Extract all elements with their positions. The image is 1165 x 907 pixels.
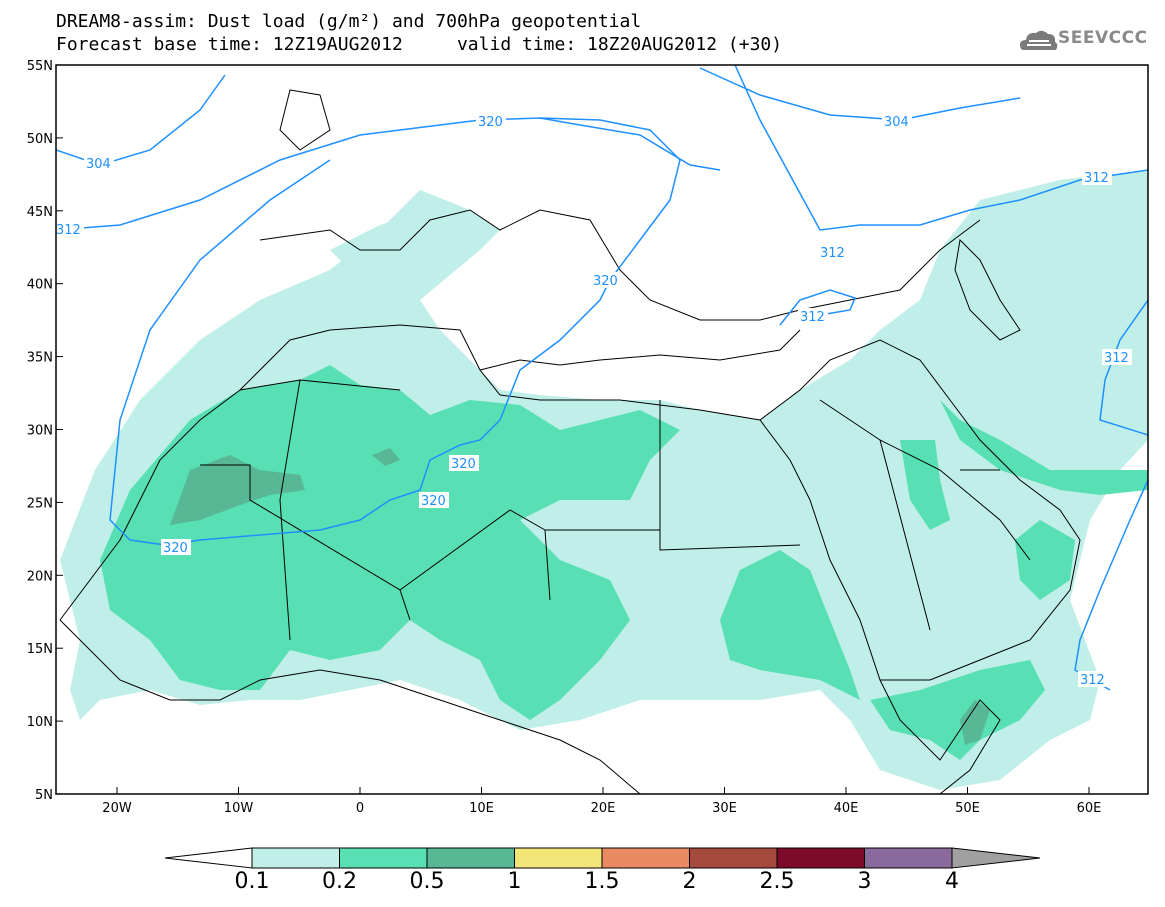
colorbar-label: 0.2 (322, 869, 357, 894)
lat-tick-label: 30N (27, 424, 53, 439)
contour-label: 320 (421, 494, 446, 509)
dust-area-light-north (330, 210, 440, 280)
lon-tick-label: 20W (102, 801, 132, 816)
colorbar-label: 0.1 (234, 869, 270, 894)
lon-tick-label: 50E (955, 801, 980, 816)
coastline-arabia (759, 339, 1081, 681)
coastline-africa-west (59, 619, 641, 794)
coastline-britain (279, 89, 331, 151)
dust-area-dark-2 (372, 448, 400, 466)
contour-312-west (56, 117, 721, 231)
border-middle-east (819, 399, 1031, 631)
contour-label: 320 (478, 115, 503, 130)
colorbar-swatch (689, 847, 778, 869)
contour-312-loop (779, 289, 857, 326)
dust-area-medium-oman (1015, 520, 1075, 600)
colorbar (164, 847, 1041, 869)
contour-312-east (734, 65, 1148, 231)
contour-304-east (699, 67, 1021, 121)
contour-320-main (164, 117, 681, 546)
coastline-caspian (954, 238, 1021, 341)
lat-tick-label: 15N (27, 642, 53, 657)
contour-label: 312 (1084, 171, 1109, 186)
lat-tick-label: 25N (27, 496, 53, 511)
colorbar-swatch (514, 847, 603, 869)
colorbar-label: 4 (945, 869, 959, 894)
contour-label: 304 (86, 157, 111, 172)
contour-label: 320 (593, 274, 618, 289)
contour-label: 312 (56, 223, 81, 238)
lon-tick-label: 30E (712, 801, 737, 816)
coastline-mediterranean (479, 329, 801, 371)
dust-area-dark (170, 455, 305, 525)
colorbar-swatch (601, 847, 690, 869)
colorbar-label: 1.5 (584, 869, 620, 894)
contour-312-iran (1099, 299, 1148, 436)
lat-tick-label: 40N (27, 278, 53, 293)
border-sahara (200, 379, 801, 641)
contour-label: 312 (820, 246, 845, 261)
lon-tick-label: 10W (224, 801, 254, 816)
dust-area-medium (100, 365, 680, 720)
dust-area-dark-3 (960, 700, 990, 745)
contour-label: 320 (451, 457, 476, 472)
lat-tick-label: 35N (27, 351, 53, 366)
lat-tick-label: 20N (27, 569, 53, 584)
colorbar-left-arrow (164, 847, 253, 869)
lat-tick-label: 45N (27, 205, 53, 220)
contour-label: 304 (884, 115, 909, 130)
lon-tick-label: 0 (356, 801, 364, 816)
latitude-axis: 55N 50N 45N 40N 35N 30N 25N 20N 15N 10N 5N (27, 59, 63, 803)
lon-tick-label: 40E (834, 801, 859, 816)
lat-tick-label: 10N (27, 715, 53, 730)
colorbar-label: 1 (507, 869, 522, 894)
colorbar-label: 2.5 (759, 869, 795, 894)
contour-304-west (56, 74, 226, 166)
map-title: DREAM8-assim: Dust load (g/m²) and 700hP… (56, 11, 642, 32)
logo-text: SEEVCCC (1058, 28, 1148, 48)
contour-320-west (109, 159, 331, 546)
contour-labels: 304 304 312 312 312 312 312 312 320 320 … (56, 113, 1132, 688)
colorbar-swatch (339, 847, 428, 869)
contour-label: 312 (1104, 351, 1129, 366)
dust-area-medium-arabia (870, 660, 1045, 760)
lon-tick-label: 10E (469, 801, 494, 816)
longitude-axis: 20W 10W 0 10E 20E 30E 40E 50E 60E (102, 787, 1101, 816)
contour-label: 320 (163, 541, 188, 556)
cloud-logo-icon (1020, 30, 1058, 50)
dust-area-medium-ksa (900, 440, 950, 530)
contour-label: 312 (800, 310, 825, 325)
lon-tick-label: 60E (1077, 801, 1102, 816)
colorbar-label: 0.5 (409, 869, 445, 894)
colorbar-right-arrow (951, 847, 1041, 869)
lon-tick-label: 20E (591, 801, 616, 816)
dust-area-medium-east (720, 550, 860, 700)
dust-area-medium-gulf (940, 400, 1148, 495)
contour-label: 312 (1080, 673, 1105, 688)
colorbar-swatch (251, 847, 340, 869)
lat-tick-label: 50N (27, 132, 53, 147)
colorbar-swatch (776, 847, 865, 869)
lat-tick-label: 5N (35, 788, 53, 803)
colorbar-label: 2 (682, 869, 697, 894)
colorbar-swatch (864, 847, 953, 869)
colorbar-swatch (426, 847, 515, 869)
lat-tick-label: 55N (27, 59, 53, 74)
colorbar-label: 3 (857, 869, 872, 894)
coastline-europe (259, 209, 981, 321)
forecast-times: Forecast base time: 12Z19AUG2012 valid t… (56, 34, 783, 55)
